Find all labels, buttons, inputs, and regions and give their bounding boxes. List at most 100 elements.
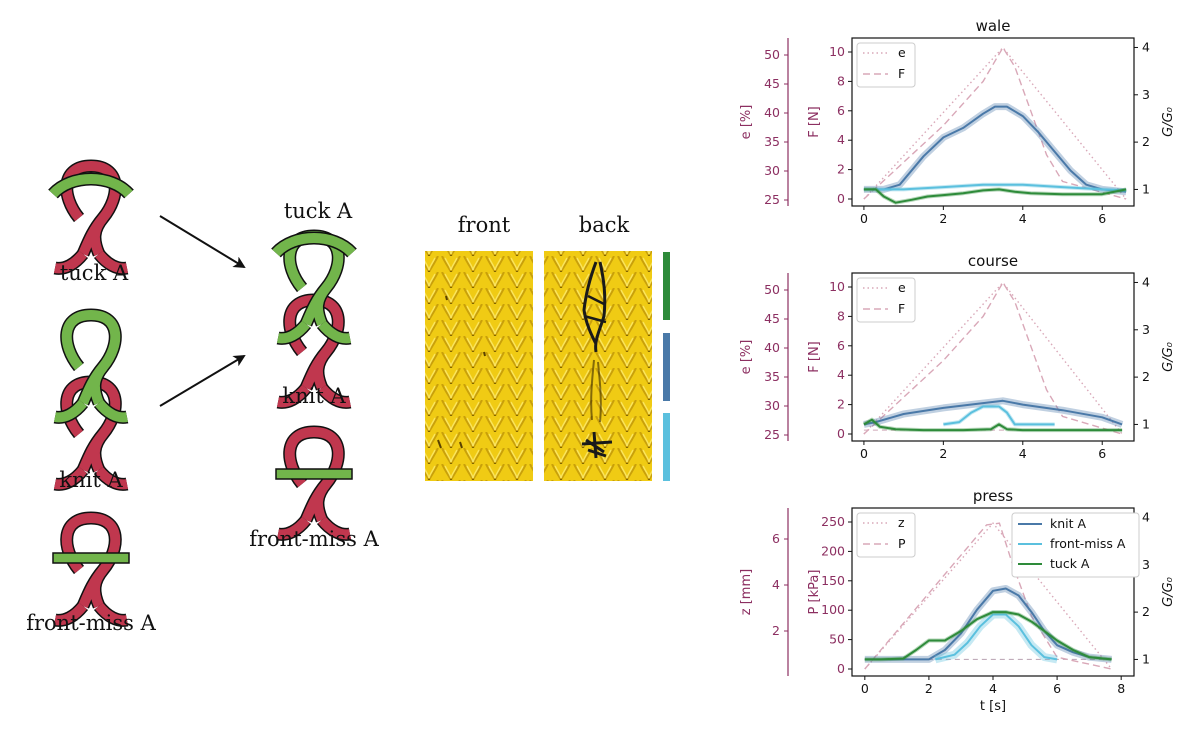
y-tick-label: 6	[837, 103, 845, 118]
legend-primary: zP	[856, 512, 916, 558]
series-line	[864, 611, 1112, 661]
secondary-tick-label: 30	[764, 163, 780, 178]
right-tick-label: 4	[1142, 39, 1150, 54]
secondary-tick-label: 45	[764, 76, 780, 91]
secondary-axis-label: z [mm]	[739, 569, 754, 615]
legend-box	[856, 42, 916, 88]
series-z	[864, 522, 1113, 670]
series-line	[863, 418, 1123, 432]
right-tick-label: 1	[1142, 416, 1150, 431]
arrow-lower	[159, 354, 246, 407]
secondary-axis-label: e [%]	[739, 105, 754, 140]
series-line	[863, 183, 1127, 192]
right-axis-label: G/G₀	[1161, 341, 1176, 372]
right-tick-label: 1	[1142, 181, 1150, 196]
legend-box	[856, 512, 916, 558]
tuck-stitch-illustration	[53, 166, 129, 268]
x-tick-label: 8	[1117, 681, 1125, 696]
plot-frame	[851, 272, 1135, 442]
x-tick-label: 4	[1019, 446, 1027, 461]
series-line	[935, 613, 1058, 661]
tuck-label: tuck A	[60, 261, 129, 285]
series-line	[864, 587, 1112, 661]
x-tick-label: 6	[1098, 446, 1106, 461]
knit-stitch-illustration	[55, 315, 127, 484]
chart-title: course	[968, 252, 1018, 270]
right-tick-label: 2	[1142, 604, 1150, 619]
combined-tuck-label: tuck A	[284, 199, 353, 223]
right-axis-label: G/G₀	[1161, 106, 1176, 137]
secondary-tick-label: 25	[764, 192, 780, 207]
x-tick-label: 0	[861, 681, 869, 696]
y-tick-label: 8	[837, 308, 845, 323]
y-tick-label: 10	[829, 279, 845, 294]
secondary-tick-label: 40	[764, 105, 780, 120]
secondary-tick-label: 50	[764, 47, 780, 62]
legend-label: e	[898, 45, 906, 60]
chart-press: press 0 2 4 6 8 t [s] 250 200 150 100 50 0 P [kPa] 6 4 2…	[739, 487, 1176, 714]
series-F	[863, 46, 1127, 200]
legend-label: knit A	[1050, 516, 1087, 531]
knit-indicator-bar	[663, 333, 670, 401]
series-e	[863, 46, 1127, 200]
x-tick-label: 4	[1019, 211, 1027, 226]
secondary-tick-label: 50	[764, 282, 780, 297]
legend-box	[856, 277, 916, 323]
legend-label: tuck A	[1050, 556, 1090, 571]
combined-stitch-illustration	[276, 236, 352, 402]
x-tick-label: 2	[939, 211, 947, 226]
y-tick-label: 200	[821, 543, 845, 558]
right-axis-label: G/G₀	[1161, 576, 1176, 607]
y-tick-label: 4	[837, 132, 845, 147]
secondary-tick-label: 40	[764, 340, 780, 355]
secondary-tick-label: 6	[772, 531, 780, 546]
front-miss-indicator-bar	[663, 413, 670, 481]
front-photo-title: front	[458, 213, 511, 237]
arrow-upper	[159, 215, 246, 269]
chart-course: course 0 2 4 6 10 8 6 4 2 0 F [N] 50 45 40 35 30 25 e [%] 4…	[739, 252, 1176, 461]
primary-axis-label: P [kPa]	[807, 570, 822, 615]
right-tick-label: 3	[1142, 322, 1150, 337]
legend-label: front-miss A	[1050, 536, 1126, 551]
y-tick-label: 150	[821, 573, 845, 588]
chart-title: wale	[976, 17, 1011, 35]
legend-label: P	[898, 536, 906, 551]
back-fabric-image	[544, 251, 652, 481]
series-line	[943, 405, 1055, 426]
x-axis-label: t [s]	[980, 699, 1006, 714]
chart-wale: wale 0 2 4 6 10 8 6 4 2 0 F [N] 50 45 40 35 30 25 e [%] 4 3 2…	[739, 17, 1176, 226]
secondary-axis-label: e [%]	[739, 340, 754, 375]
y-tick-label: 0	[837, 661, 845, 676]
y-tick-label: 50	[829, 632, 845, 647]
combined-knit-label: knit A	[282, 384, 346, 408]
series-line	[863, 399, 1123, 426]
y-tick-label: 100	[821, 602, 845, 617]
right-tick-label: 3	[1142, 557, 1150, 572]
knit-label: knit A	[59, 468, 123, 492]
right-tick-label: 4	[1142, 274, 1150, 289]
y-tick-label: 250	[821, 514, 845, 529]
y-tick-label: 0	[837, 426, 845, 441]
legend-primary: eF	[856, 42, 916, 88]
right-tick-label: 4	[1142, 509, 1150, 524]
x-tick-label: 2	[939, 446, 947, 461]
plot-frame	[851, 37, 1135, 207]
y-tick-label: 0	[837, 191, 845, 206]
secondary-tick-label: 2	[772, 623, 780, 638]
x-tick-label: 6	[1053, 681, 1061, 696]
secondary-tick-label: 30	[764, 398, 780, 413]
secondary-tick-label: 45	[764, 311, 780, 326]
combined-front-miss-label: front-miss A	[249, 527, 379, 551]
series-line	[863, 105, 1127, 193]
back-photo-title: back	[579, 213, 630, 237]
tuck-indicator-bar	[663, 252, 670, 320]
legend-primary: eF	[856, 277, 916, 323]
y-tick-label: 4	[837, 367, 845, 382]
y-tick-label: 8	[837, 73, 845, 88]
front-miss-stitch-illustration	[53, 518, 129, 620]
y-tick-label: 2	[837, 397, 845, 412]
x-tick-label: 0	[860, 446, 868, 461]
y-tick-label: 2	[837, 162, 845, 177]
